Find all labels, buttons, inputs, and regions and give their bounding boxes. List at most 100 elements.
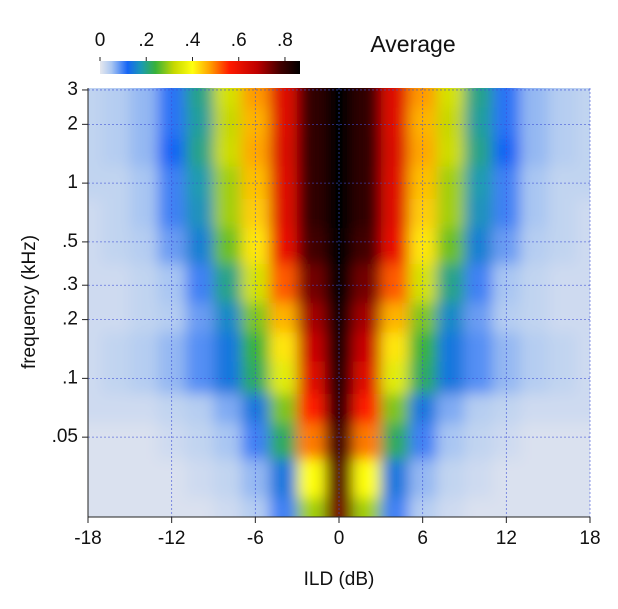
heat-cell [129,88,159,108]
heat-cell [408,497,438,517]
heat-cell [88,331,103,362]
heat-cell [269,227,298,265]
heat-cell [269,107,298,138]
x-tick-label: 12 [496,528,517,549]
heat-cell [436,88,465,108]
heat-cell [436,331,465,362]
heat-cell [297,302,326,333]
heat-cell [548,458,577,499]
heat-cell [269,331,298,362]
heat-cell [101,458,131,499]
heat-cell [157,497,187,517]
heat-cell [129,263,159,303]
heat-cell [101,227,131,265]
x-tick-label: 6 [417,528,428,549]
heat-cell [185,88,214,108]
heat-cell [88,497,103,517]
heat-cell [269,165,298,199]
heat-cell [185,107,214,138]
heat-cell [576,198,590,229]
heat-cell [520,165,549,199]
y-tick-label: .5 [62,231,78,252]
heat-cell [269,458,298,499]
heat-cell [213,458,242,499]
heat-cell [185,458,214,499]
heat-cell [436,198,465,229]
heat-cell [576,136,590,167]
heat-cell [325,497,354,517]
heat-cell [88,393,103,424]
heat-cell [436,165,465,199]
heat-cell [548,88,577,108]
heat-cell [269,422,298,460]
heat-cell [297,136,326,167]
heat-cell [88,458,103,499]
y-tick-label: .2 [62,309,78,330]
heat-cell [297,458,326,499]
heat-cell [520,227,549,265]
heat-cell [129,497,159,517]
y-tick-label: 2 [67,113,78,134]
heat-cell [464,165,493,199]
heat-cell [297,263,326,303]
heat-cell [213,136,242,167]
heat-cell [185,497,214,517]
heat-cell [464,136,493,167]
heat-cell [352,497,382,517]
heat-cell [576,361,590,394]
heat-cell [576,227,590,265]
heat-cell [464,88,493,108]
heat-cell [548,422,577,460]
heat-cell [436,263,465,303]
heat-cell [576,302,590,333]
heat-cell [520,88,549,108]
heat-cell [464,361,493,394]
heat-cell [101,302,131,333]
heat-cell [185,136,214,167]
heat-cell [520,198,549,229]
heat-cell [380,165,410,199]
heat-cell [520,302,549,333]
heat-cell [520,458,549,499]
heat-cell [213,497,242,517]
heat-cell [213,393,242,424]
heat-cell [297,88,326,108]
heat-cell [269,302,298,333]
heat-cell [213,198,242,229]
heat-cell [576,422,590,460]
heat-cell [352,331,382,362]
heat-cell [297,422,326,460]
heat-cell [101,88,131,108]
heat-cell [464,331,493,362]
heat-cell [520,393,549,424]
heat-cell [269,393,298,424]
heat-cell [436,458,465,499]
heat-cell [380,136,410,167]
heat-cell [520,263,549,303]
heat-cell [464,393,493,424]
y-axis-label: frequency (kHz) [19,235,40,369]
heat-cell [352,165,382,199]
heat-cell [380,393,410,424]
heat-cell [101,331,131,362]
heat-cell [352,422,382,460]
y-tick-label: .1 [62,367,78,388]
heat-cell [297,393,326,424]
heat-cell [464,263,493,303]
heat-cell [352,263,382,303]
heat-cell [297,331,326,362]
heat-cell [548,107,577,138]
heat-cell [548,302,577,333]
heat-cell [380,88,410,108]
heat-cell [436,361,465,394]
heat-cell [464,422,493,460]
heat-cell [380,227,410,265]
heat-cell [548,393,577,424]
heat-cell [101,497,131,517]
heat-cell [185,393,214,424]
heat-cell [492,497,521,517]
chart-title: Average [370,31,455,57]
heat-cell [185,331,214,362]
heat-cell [352,88,382,108]
heat-cell [88,227,103,265]
